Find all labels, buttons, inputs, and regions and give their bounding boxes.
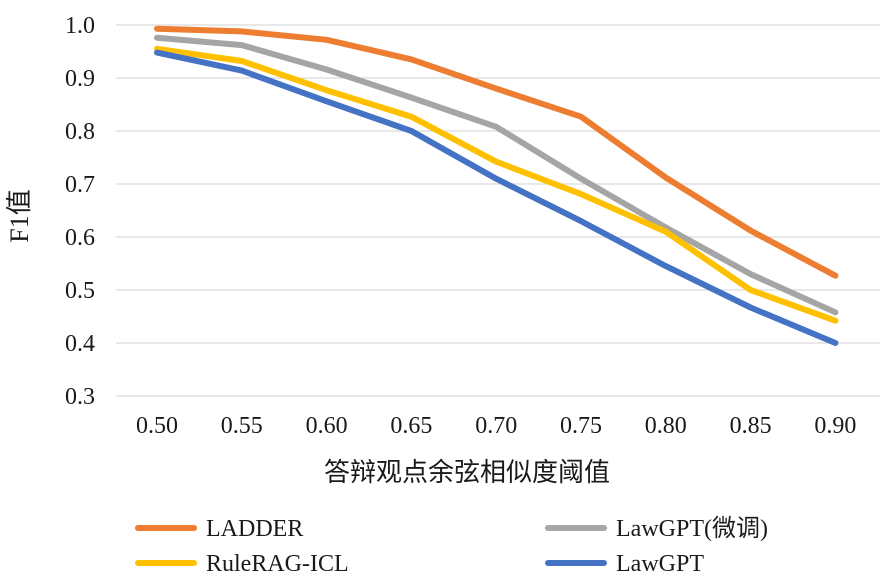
y-tick-label: 0.9: [65, 66, 95, 92]
legend: LADDER LawGPT(微调) RuleRAG-ICL LawGPT: [135, 515, 768, 577]
y-tick-label: 0.5: [65, 278, 95, 304]
series-line-3: [154, 49, 839, 346]
y-tick-label: 0.3: [65, 384, 95, 410]
y-tick-label: 0.7: [65, 172, 95, 198]
legend-label: LADDER: [206, 516, 303, 542]
series-line-2: [154, 45, 839, 324]
x-tick-label: 0.65: [390, 413, 432, 439]
y-tick-label: 1.0: [65, 13, 95, 39]
x-tick-label: 0.75: [560, 413, 602, 439]
series-line-0: [154, 25, 839, 279]
x-axis-title: 答辩观点余弦相似度阈值: [324, 458, 610, 487]
x-tick-labels: 0.50 0.55 0.60 0.65 0.70 0.75 0.80 0.85 0.90: [136, 413, 856, 439]
y-tick-labels: 0.3 0.4 0.5 0.6 0.7 0.8 0.9 1.0: [65, 13, 95, 410]
legend-label: RuleRAG-ICL: [206, 551, 349, 577]
x-tick-label: 0.85: [730, 413, 772, 439]
x-tick-label: 0.80: [645, 413, 687, 439]
series-lines: [154, 25, 839, 346]
x-tick-label: 0.70: [475, 413, 517, 439]
series-line-1: [154, 34, 839, 316]
x-tick-label: 0.60: [306, 413, 348, 439]
legend-label: LawGPT: [616, 551, 704, 577]
legend-label: LawGPT(微调): [616, 515, 768, 542]
x-tick-label: 0.50: [136, 413, 178, 439]
y-tick-label: 0.6: [65, 225, 95, 251]
y-axis-title: F1值: [5, 189, 34, 242]
y-tick-label: 0.8: [65, 119, 95, 145]
x-tick-label: 0.55: [221, 413, 263, 439]
y-tick-label: 0.4: [65, 331, 95, 357]
x-tick-label: 0.90: [814, 413, 856, 439]
